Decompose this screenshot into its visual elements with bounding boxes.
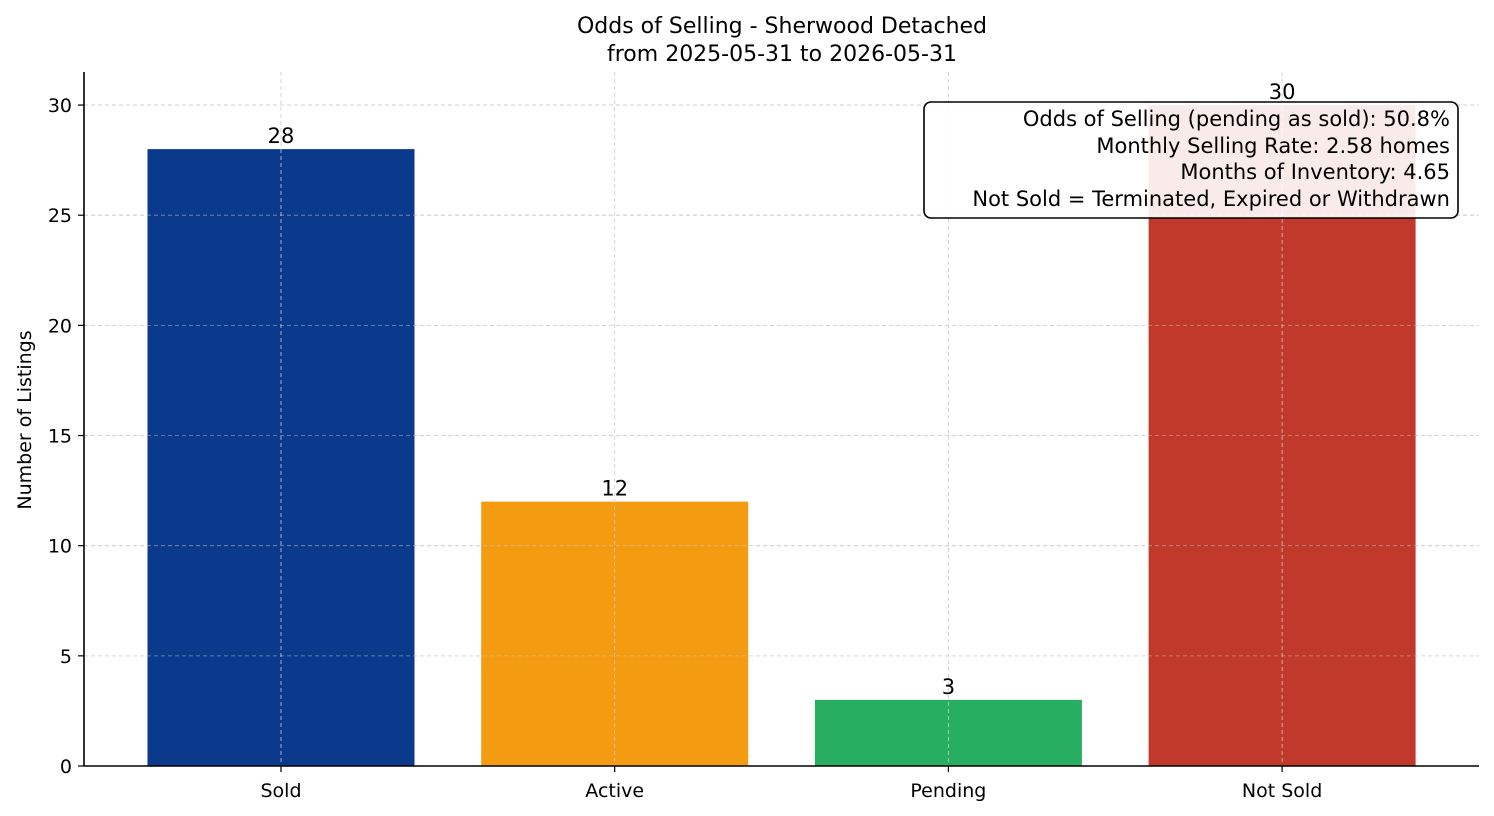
y-tick-label: 30 — [48, 95, 72, 117]
x-tick-label: Active — [585, 780, 644, 802]
x-tick-label: Sold — [260, 780, 301, 802]
annotation-box: Odds of Selling (pending as sold): 50.8%… — [923, 101, 1459, 219]
annotation-months-inventory: Months of Inventory: 4.65 — [1180, 160, 1450, 184]
x-ticks: Sold Active Pending Not Sold — [260, 766, 1322, 802]
bar-value-label: 28 — [268, 124, 295, 148]
chart-subtitle: from 2025-05-31 to 2026-05-31 — [607, 42, 957, 67]
chart-title: Odds of Selling - Sherwood Detached — [577, 14, 987, 39]
annotation-odds: Odds of Selling (pending as sold): 50.8% — [1023, 107, 1450, 131]
data-labels: 28 12 3 30 — [268, 80, 1296, 699]
bar-value-label: 30 — [1269, 80, 1296, 104]
y-tick-label: 25 — [48, 205, 72, 227]
bar-value-label: 12 — [601, 477, 628, 501]
annotation-selling-rate: Monthly Selling Rate: 2.58 homes — [1096, 134, 1450, 158]
axes — [83, 72, 1479, 767]
annotation-not-sold-note: Not Sold = Terminated, Expired or Withdr… — [972, 187, 1450, 211]
y-tick-label: 0 — [60, 756, 72, 778]
y-tick-label: 15 — [48, 426, 72, 448]
y-ticks: 0 5 10 15 20 25 30 — [48, 95, 84, 778]
annotation-box-frame — [923, 101, 1459, 219]
y-axis-label: Number of Listings — [14, 330, 36, 509]
x-tick-label: Pending — [910, 780, 986, 802]
y-tick-label: 10 — [48, 536, 72, 558]
x-tick-label: Not Sold — [1242, 780, 1322, 802]
bar-value-label: 3 — [942, 675, 955, 699]
y-tick-label: 5 — [60, 646, 72, 668]
y-tick-label: 20 — [48, 315, 72, 337]
